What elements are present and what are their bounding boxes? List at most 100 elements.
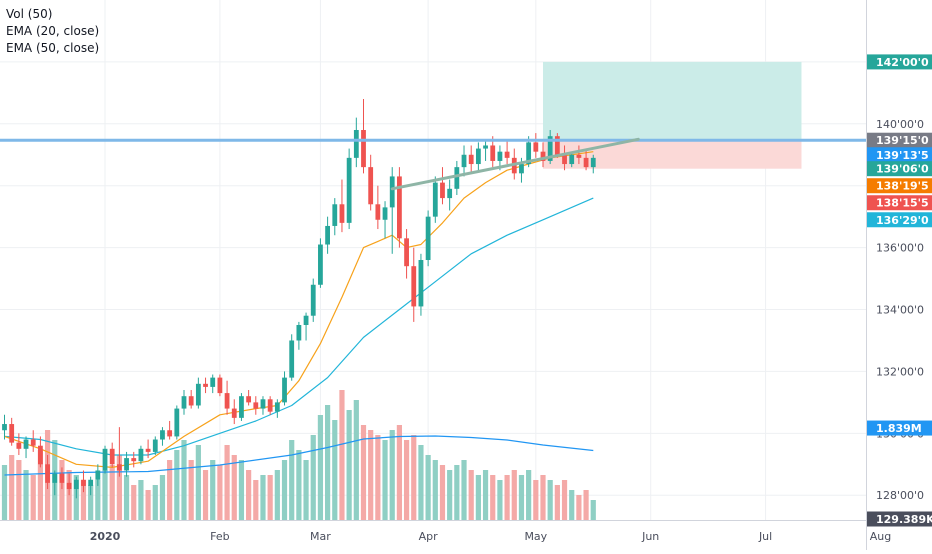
volume-bar (289, 440, 295, 520)
price-tag-text: 1.839M (876, 422, 922, 435)
candle-body (195, 383, 201, 406)
volume-bar (167, 460, 173, 520)
time-tick-label: Apr (419, 530, 439, 543)
candle (152, 436, 158, 455)
candle (368, 154, 374, 211)
candle (116, 427, 122, 477)
volume-bar (246, 470, 252, 520)
candle (73, 476, 79, 499)
drawings[interactable] (0, 137, 866, 191)
candle-body (533, 142, 539, 152)
volume-bar (59, 460, 65, 520)
candle (468, 145, 474, 174)
candle (425, 210, 431, 267)
candle (260, 396, 266, 415)
candle (52, 470, 58, 496)
volume-bar (518, 475, 525, 520)
position-target-zone (543, 61, 802, 141)
candle (404, 229, 409, 279)
price-tag: 139'15'0 (867, 132, 932, 148)
candle-body (296, 325, 302, 341)
candle-body (554, 136, 560, 155)
volume-bar (159, 475, 166, 520)
candle-body (45, 464, 50, 483)
volume-bar (561, 480, 568, 520)
volume-bar (411, 435, 417, 520)
volume-bar (439, 465, 446, 520)
candle-body (274, 402, 280, 412)
volume-bar (281, 460, 288, 520)
candle (181, 390, 187, 415)
candle (210, 374, 216, 394)
candle-body (16, 442, 22, 449)
volume-bar (116, 455, 122, 520)
price-tick-label: 128'00'0 (876, 489, 924, 502)
candle (418, 253, 424, 316)
candle (217, 374, 223, 397)
ema-20-line (4, 151, 594, 468)
candle-body (397, 176, 402, 239)
candle-body (454, 167, 460, 189)
long-position-tool[interactable] (543, 61, 802, 169)
volume-bar (181, 440, 187, 520)
candle-body (468, 154, 474, 165)
candle (95, 464, 101, 486)
volume-bar (346, 410, 352, 520)
candle (382, 201, 388, 239)
candle (239, 393, 244, 421)
candle-body (239, 396, 244, 418)
candle (361, 99, 366, 174)
candle-body (260, 399, 266, 409)
volume-bar (310, 435, 316, 520)
volume-bar (145, 490, 151, 520)
candle-body (332, 204, 338, 226)
volume-bar (360, 425, 367, 520)
candle (45, 455, 50, 490)
volume-bar (425, 455, 431, 520)
legend-ema-20[interactable]: EMA (20, close) (6, 24, 100, 38)
legend-ema-50[interactable]: EMA (50, close) (6, 41, 100, 55)
legend-volume[interactable]: Vol (50) (6, 7, 53, 21)
candle (590, 154, 596, 174)
candle-body (526, 142, 532, 165)
volume-bar (9, 455, 15, 520)
candle-body (73, 479, 79, 490)
candle (303, 312, 309, 341)
price-tag-bg (867, 195, 932, 211)
candle (203, 377, 208, 394)
candle-body (361, 130, 366, 168)
volume-bar (224, 445, 230, 520)
volume-ma-line (4, 435, 594, 476)
price-axis-bg (866, 0, 932, 550)
candle-body (375, 204, 381, 220)
candle-body (160, 430, 165, 440)
price-tag-text: 136'29'0 (876, 214, 929, 227)
price-tick-label: 132'00'0 (876, 365, 924, 378)
candle-body (59, 473, 65, 483)
candle-body (23, 439, 29, 449)
volume-bar (382, 440, 388, 520)
candle-body (224, 393, 230, 409)
candle (131, 451, 137, 468)
volume-bar (547, 480, 553, 520)
price-tag-bg (867, 161, 932, 177)
candle-body (447, 188, 453, 199)
candle (504, 139, 510, 165)
volume-bar (174, 450, 180, 520)
candle (188, 390, 194, 409)
time-tick-label: Jun (641, 530, 659, 543)
candle-body (217, 377, 223, 394)
time-tick-label: 2020 (90, 530, 121, 543)
candle-body (138, 448, 144, 462)
candle-body (30, 439, 36, 446)
volume-bar (432, 460, 438, 520)
candle (9, 417, 15, 446)
volume-bar (533, 480, 539, 520)
candle (576, 145, 582, 165)
candle-body (303, 315, 309, 325)
candle (318, 238, 323, 288)
candle (397, 167, 402, 248)
